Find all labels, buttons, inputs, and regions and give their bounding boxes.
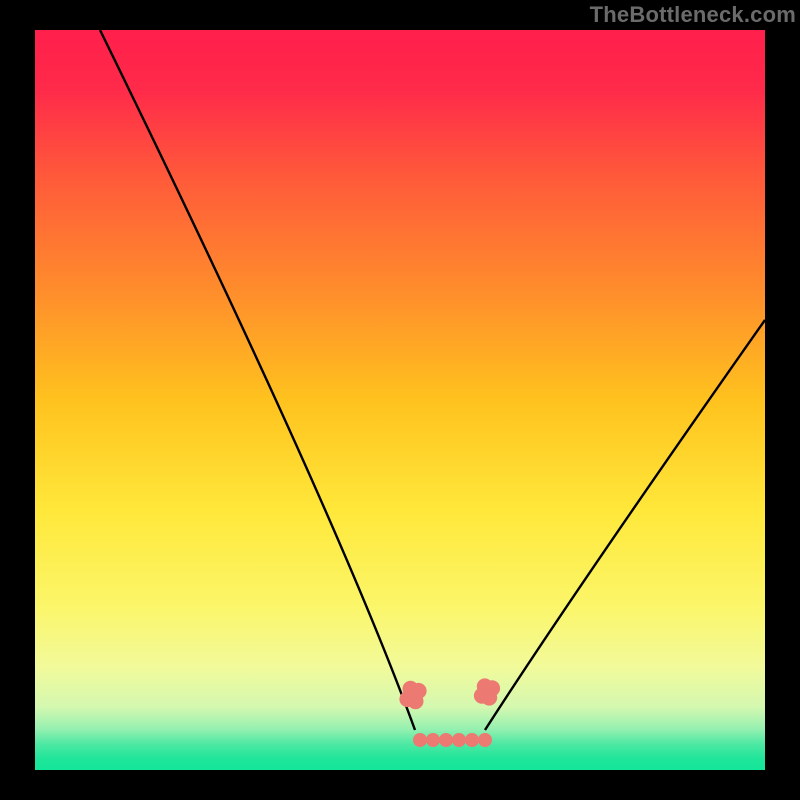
marker-dot [439,733,453,747]
curve-overlay [35,30,765,770]
marker-dot [413,733,427,747]
curve-right-branch [485,320,765,730]
marker-dot [411,683,427,699]
marker-dot [465,733,479,747]
curve-left-branch [100,30,415,730]
marker-dot [426,733,440,747]
marker-dot [452,733,466,747]
chart-stage: TheBottleneck.com [0,0,800,800]
marker-dot [478,733,492,747]
bottleneck-curve-chart [35,30,765,770]
watermark-text: TheBottleneck.com [590,2,796,28]
marker-dot [484,680,500,696]
